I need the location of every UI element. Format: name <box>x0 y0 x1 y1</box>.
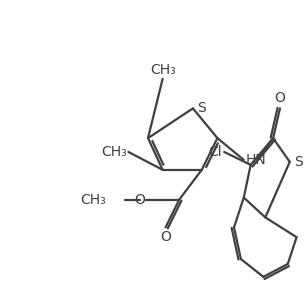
Text: O: O <box>160 230 171 244</box>
Text: S: S <box>197 101 206 115</box>
Text: CH₃: CH₃ <box>101 145 127 159</box>
Text: S: S <box>294 155 302 169</box>
Text: CH₃: CH₃ <box>80 193 106 207</box>
Text: CH₃: CH₃ <box>150 63 176 77</box>
Text: O: O <box>274 92 285 105</box>
Text: HN: HN <box>246 153 267 167</box>
Text: Cl: Cl <box>209 145 222 159</box>
Text: O: O <box>134 193 145 207</box>
